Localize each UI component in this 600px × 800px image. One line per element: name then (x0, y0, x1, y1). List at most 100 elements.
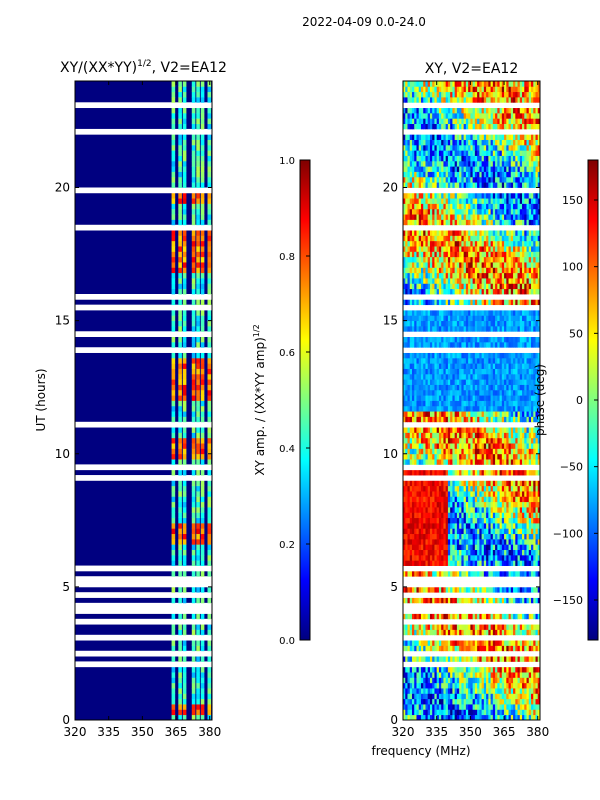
amplitude-cell (196, 384, 200, 391)
phase-cell (472, 480, 476, 487)
phase-cell (531, 411, 534, 417)
phase-cell (526, 688, 530, 694)
amplitude-cell (200, 336, 205, 343)
phase-cell (409, 560, 413, 566)
amplitude-cell (171, 496, 176, 503)
amplitude-cell (207, 416, 212, 423)
phase-cell (531, 554, 534, 561)
phase-cell (416, 389, 420, 396)
phase-cell (474, 480, 478, 487)
amplitude-cell (178, 714, 182, 720)
phase-cell (519, 379, 523, 385)
phase-cell (438, 448, 442, 455)
phase-cell (456, 570, 460, 577)
amplitude-cell (191, 235, 196, 242)
phase-cell (519, 507, 523, 513)
phase-cell (506, 443, 509, 449)
phase-cell (483, 453, 487, 460)
amplitude-cell (200, 203, 205, 210)
phase-cell (465, 309, 469, 316)
amplitude-cell (207, 373, 212, 380)
phase-cell (411, 613, 415, 620)
phase-cell (483, 533, 487, 540)
phase-cell (515, 357, 518, 364)
amplitude-cell (196, 688, 200, 694)
phase-cell (486, 496, 489, 503)
phase-cell (479, 432, 483, 439)
phase-cell (409, 400, 413, 407)
phase-cell (501, 693, 505, 700)
phase-cell (524, 501, 527, 508)
amplitude-cell (171, 373, 176, 380)
phase-cell (432, 491, 435, 497)
phase-cell (481, 501, 485, 508)
phase-cell (486, 262, 489, 268)
amplitude-cell (207, 256, 212, 263)
phase-cell (472, 283, 476, 290)
phase-cell (519, 336, 523, 343)
phase-cell (513, 586, 516, 593)
phase-cell (504, 320, 507, 327)
phase-cell (519, 352, 523, 359)
phase-cell (533, 538, 536, 545)
phase-cell (472, 336, 476, 343)
phase-cell (405, 560, 408, 566)
phase-cell (420, 363, 424, 369)
phase-cell (501, 709, 505, 716)
amplitude-cell (207, 171, 212, 178)
phase-cell (486, 586, 489, 593)
phase-cell (483, 357, 487, 364)
phase-cell (483, 427, 487, 433)
phase-cell (508, 443, 512, 449)
phase-cell (474, 560, 478, 566)
phase-cell (533, 491, 536, 497)
phase-cell (533, 437, 536, 444)
phase-cell (429, 459, 433, 465)
phase-cell (405, 485, 408, 492)
amplitude-cell (207, 672, 212, 678)
phase-cell (504, 549, 507, 556)
phase-cell (429, 427, 433, 433)
phase-cell (409, 315, 413, 322)
phase-cell (524, 363, 527, 369)
phase-cell (524, 672, 527, 678)
amplitude-cell (178, 432, 182, 439)
phase-cell (531, 363, 534, 369)
phase-cell (416, 597, 420, 604)
phase-cell (492, 538, 496, 545)
phase-cell (506, 570, 509, 577)
amplitude-cell (200, 81, 205, 87)
amplitude-cell (207, 400, 212, 407)
phase-cell (504, 538, 507, 545)
phase-cell (447, 597, 451, 604)
phase-cell (486, 405, 489, 412)
amplitude-cell (191, 586, 196, 593)
phase-cell (459, 517, 462, 524)
phase-cell (501, 395, 505, 401)
amplitude-cell (178, 309, 182, 316)
phase-cell (454, 544, 458, 550)
phase-cell (506, 384, 509, 391)
phase-flagged-row (403, 608, 540, 614)
phase-cell (533, 320, 536, 327)
phase-cell (461, 341, 465, 348)
phase-cell (528, 480, 532, 487)
phase-cell (492, 645, 496, 652)
phase-cell (445, 554, 449, 561)
phase-cell (495, 411, 498, 417)
phase-cell (490, 448, 494, 455)
phase-cell (517, 485, 521, 492)
phase-cell (423, 480, 426, 487)
amplitude-cell (196, 432, 200, 439)
phase-cell (436, 357, 440, 364)
phase-cell (443, 682, 447, 689)
phase-cell (515, 267, 518, 274)
phase-cell (456, 341, 460, 348)
phase-cell (420, 416, 424, 423)
phase-cell (501, 528, 505, 535)
phase-cell (468, 325, 471, 332)
phase-cell (461, 507, 465, 513)
phase-cell (459, 480, 462, 487)
phase-cell (477, 411, 480, 417)
phase-cell (432, 570, 435, 577)
